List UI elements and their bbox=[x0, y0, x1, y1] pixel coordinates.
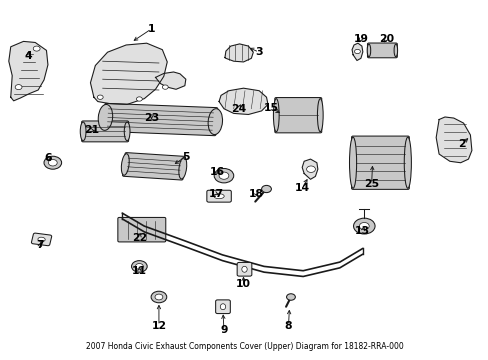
Ellipse shape bbox=[214, 194, 224, 199]
Circle shape bbox=[354, 49, 360, 54]
FancyBboxPatch shape bbox=[122, 153, 185, 180]
Text: 5: 5 bbox=[182, 152, 189, 162]
Ellipse shape bbox=[353, 218, 374, 234]
Text: 7: 7 bbox=[36, 240, 44, 250]
FancyBboxPatch shape bbox=[215, 300, 230, 314]
Ellipse shape bbox=[131, 261, 147, 272]
Ellipse shape bbox=[349, 137, 356, 188]
FancyBboxPatch shape bbox=[237, 262, 251, 276]
Ellipse shape bbox=[241, 266, 247, 272]
Text: 18: 18 bbox=[248, 189, 263, 199]
Ellipse shape bbox=[179, 157, 186, 179]
Text: 2007 Honda Civic Exhaust Components Cover (Upper) Diagram for 18182-RRA-000: 2007 Honda Civic Exhaust Components Cove… bbox=[85, 342, 403, 351]
Ellipse shape bbox=[44, 156, 61, 169]
Polygon shape bbox=[351, 43, 362, 60]
Polygon shape bbox=[9, 41, 48, 101]
Ellipse shape bbox=[214, 168, 233, 183]
Text: 1: 1 bbox=[147, 24, 155, 34]
Ellipse shape bbox=[121, 154, 129, 175]
Ellipse shape bbox=[208, 109, 222, 135]
Ellipse shape bbox=[80, 122, 86, 141]
Polygon shape bbox=[219, 88, 267, 114]
Text: 14: 14 bbox=[294, 183, 309, 193]
Text: 24: 24 bbox=[230, 104, 246, 114]
Circle shape bbox=[306, 166, 315, 172]
FancyBboxPatch shape bbox=[274, 98, 321, 133]
Ellipse shape bbox=[48, 159, 57, 166]
FancyBboxPatch shape bbox=[31, 233, 52, 246]
Circle shape bbox=[261, 185, 271, 193]
Text: 21: 21 bbox=[84, 125, 99, 135]
Text: 8: 8 bbox=[284, 321, 292, 331]
Text: 4: 4 bbox=[24, 51, 32, 61]
FancyBboxPatch shape bbox=[118, 217, 165, 242]
Text: 3: 3 bbox=[255, 47, 263, 57]
Text: 9: 9 bbox=[220, 325, 227, 336]
Text: 6: 6 bbox=[44, 153, 52, 163]
Circle shape bbox=[136, 97, 142, 101]
Ellipse shape bbox=[273, 99, 279, 132]
Circle shape bbox=[15, 85, 22, 90]
Polygon shape bbox=[90, 43, 167, 104]
Ellipse shape bbox=[359, 222, 368, 230]
Ellipse shape bbox=[135, 264, 143, 269]
Circle shape bbox=[33, 46, 40, 51]
Text: 10: 10 bbox=[236, 279, 250, 289]
Polygon shape bbox=[435, 117, 471, 163]
Circle shape bbox=[286, 294, 295, 300]
Text: 11: 11 bbox=[132, 266, 146, 276]
FancyBboxPatch shape bbox=[81, 121, 128, 142]
Ellipse shape bbox=[220, 304, 225, 310]
Ellipse shape bbox=[317, 99, 323, 132]
Ellipse shape bbox=[151, 291, 166, 303]
Polygon shape bbox=[302, 159, 317, 179]
Ellipse shape bbox=[366, 44, 370, 57]
Polygon shape bbox=[155, 72, 185, 89]
Ellipse shape bbox=[219, 172, 228, 179]
Text: 15: 15 bbox=[264, 103, 278, 113]
Text: 25: 25 bbox=[364, 179, 378, 189]
Text: 23: 23 bbox=[143, 113, 159, 123]
Ellipse shape bbox=[393, 44, 397, 57]
Text: 13: 13 bbox=[355, 226, 369, 236]
Ellipse shape bbox=[155, 294, 163, 300]
Ellipse shape bbox=[404, 137, 410, 188]
Circle shape bbox=[162, 85, 168, 89]
Text: 2: 2 bbox=[457, 139, 465, 149]
Text: 19: 19 bbox=[353, 34, 367, 44]
Ellipse shape bbox=[38, 237, 45, 242]
FancyBboxPatch shape bbox=[367, 43, 396, 58]
FancyBboxPatch shape bbox=[351, 136, 408, 189]
Text: 17: 17 bbox=[208, 189, 223, 199]
Ellipse shape bbox=[98, 104, 112, 130]
Text: 22: 22 bbox=[131, 233, 147, 243]
Circle shape bbox=[97, 95, 103, 99]
Text: 20: 20 bbox=[378, 34, 393, 44]
Text: 16: 16 bbox=[210, 167, 224, 177]
Text: 12: 12 bbox=[151, 321, 166, 331]
FancyBboxPatch shape bbox=[206, 190, 231, 202]
Polygon shape bbox=[224, 44, 253, 62]
Ellipse shape bbox=[124, 122, 130, 141]
FancyBboxPatch shape bbox=[103, 103, 217, 136]
